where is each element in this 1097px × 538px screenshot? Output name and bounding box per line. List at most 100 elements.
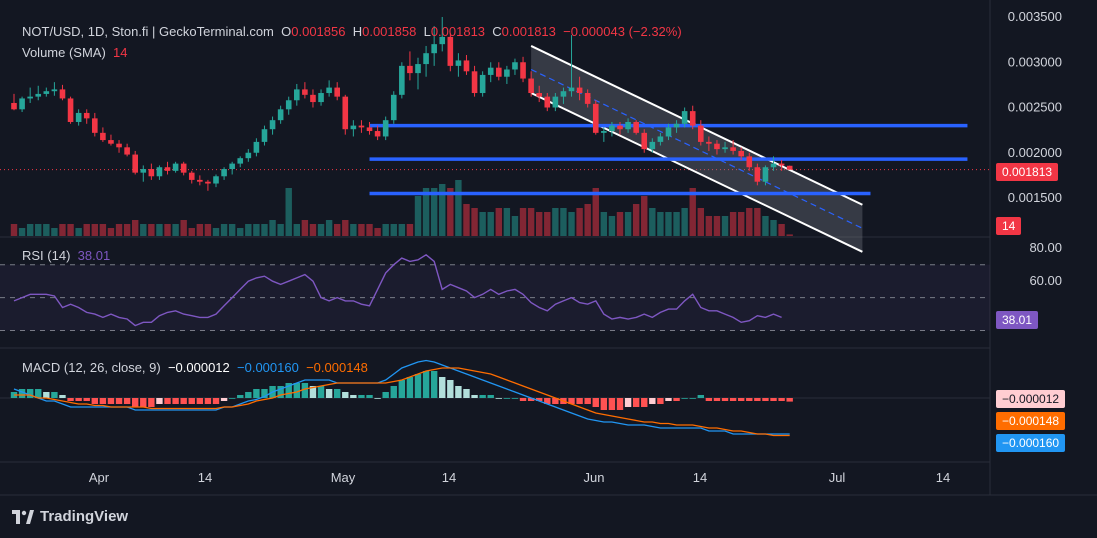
- macd-histogram-bar: [624, 398, 632, 407]
- volume-bar: [115, 224, 123, 236]
- volume-bar: [414, 196, 422, 236]
- volume-bar: [746, 208, 753, 236]
- volume-bar: [261, 224, 268, 236]
- macd-histogram-bar: [430, 371, 438, 398]
- macd-histogram-bar: [382, 392, 389, 398]
- macd-histogram-bar: [204, 398, 212, 404]
- candle-body: [568, 87, 575, 92]
- candle-body: [124, 147, 130, 155]
- price-axis-label: 0.002000: [1008, 145, 1062, 160]
- candle-body: [294, 89, 300, 101]
- volume-bar: [317, 224, 325, 236]
- macd-histogram-bar: [519, 398, 527, 401]
- low-label: L: [423, 24, 431, 39]
- rsi-legend[interactable]: RSI (14) 38.01: [22, 248, 110, 263]
- candle-body: [504, 69, 510, 77]
- macd-histogram-bar: [689, 398, 696, 399]
- candle-body: [27, 96, 33, 99]
- volume-bar: [374, 228, 381, 236]
- macd-hist-value: −0.000012: [167, 360, 230, 375]
- candle-body: [237, 158, 244, 164]
- candle-body: [132, 154, 138, 173]
- macd-legend[interactable]: MACD (12, 26, close, 9) −0.000012 −0.000…: [22, 360, 368, 375]
- macd-histogram-bar: [770, 398, 777, 401]
- time-axis-label: Jun: [584, 470, 605, 485]
- macd-signal-tag: −0.000148: [996, 412, 1066, 430]
- macd-histogram-bar: [544, 398, 551, 404]
- volume-bar: [536, 212, 543, 236]
- candle-body: [269, 120, 276, 130]
- macd-histogram-bar: [67, 398, 74, 401]
- volume-bar: [422, 188, 430, 236]
- price-axis-label: 0.003500: [1008, 9, 1062, 24]
- time-axis-label: 14: [442, 470, 456, 485]
- volume-bar: [285, 188, 292, 236]
- volume-bar: [301, 220, 309, 236]
- macd-histogram-bar: [495, 398, 502, 399]
- candle-body: [786, 165, 793, 170]
- macd-histogram-bar: [115, 398, 123, 404]
- macd-histogram-bar: [237, 395, 244, 398]
- macd-histogram-bar: [576, 398, 583, 404]
- volume-bar: [59, 224, 66, 236]
- candle-body: [277, 109, 284, 121]
- candle-body: [512, 62, 518, 70]
- volume-bar: [455, 180, 462, 236]
- volume-bar: [382, 224, 389, 236]
- symbol-label[interactable]: NOT/USD, 1D, Ston.fi | GeckoTerminal.com: [22, 24, 274, 39]
- rsi-axis-label: 80.00: [1029, 240, 1062, 255]
- candle-body: [665, 127, 672, 137]
- candle-body: [463, 60, 470, 72]
- candle-body: [164, 167, 171, 171]
- volume-bar: [35, 224, 42, 236]
- macd-histogram-bar: [729, 398, 737, 401]
- volume-bar: [212, 228, 220, 236]
- candle-body: [342, 96, 349, 130]
- candle-body: [592, 103, 599, 133]
- macd-histogram-bar: [398, 380, 406, 398]
- candle-body: [310, 94, 316, 103]
- candle-body: [399, 65, 405, 95]
- macd-histogram-bar: [148, 398, 155, 407]
- volume-bar: [196, 224, 204, 236]
- volume-bar: [721, 216, 729, 236]
- volume-tag: 14: [996, 217, 1022, 235]
- time-axis-label: 14: [693, 470, 707, 485]
- candle-body: [770, 163, 777, 168]
- macd-histogram-bar: [657, 398, 664, 404]
- macd-histogram-bar: [164, 398, 171, 404]
- rsi-line: [13, 253, 782, 327]
- volume-bar: [495, 208, 502, 236]
- macd-signal-line: [14, 367, 790, 437]
- volume-bar: [358, 224, 365, 236]
- candle-body: [415, 64, 421, 74]
- macd-histogram-bar: [649, 398, 656, 404]
- tradingview-logo[interactable]: TradingView: [12, 508, 128, 525]
- macd-histogram-bar: [83, 398, 90, 401]
- volume-bar: [43, 224, 50, 236]
- volume-bar: [479, 212, 486, 236]
- macd-histogram-bar: [342, 392, 349, 398]
- volume-legend[interactable]: Volume (SMA) 14: [22, 45, 128, 60]
- candle-body: [439, 36, 446, 45]
- volume-bar: [172, 224, 179, 236]
- macd-histogram-bar: [527, 398, 535, 401]
- volume-bar: [754, 208, 761, 236]
- candle-body: [681, 111, 688, 124]
- macd-histogram-bar: [59, 395, 66, 398]
- price-axis-label: 0.002500: [1008, 100, 1062, 115]
- volume-bar: [245, 224, 252, 236]
- volume-bar: [447, 188, 454, 236]
- price-tag: 0.001813: [996, 163, 1059, 181]
- candle-body: [148, 169, 155, 177]
- volume-bar: [18, 228, 26, 236]
- candle-body: [633, 121, 639, 133]
- macd-histogram-bar: [156, 398, 163, 404]
- rsi-axis-label: 60.00: [1029, 273, 1062, 288]
- close-label: C: [492, 24, 502, 39]
- volume-bar: [471, 208, 478, 236]
- volume-bar: [309, 224, 317, 236]
- macd-histogram-bar: [721, 398, 729, 401]
- volume-bar: [665, 212, 672, 236]
